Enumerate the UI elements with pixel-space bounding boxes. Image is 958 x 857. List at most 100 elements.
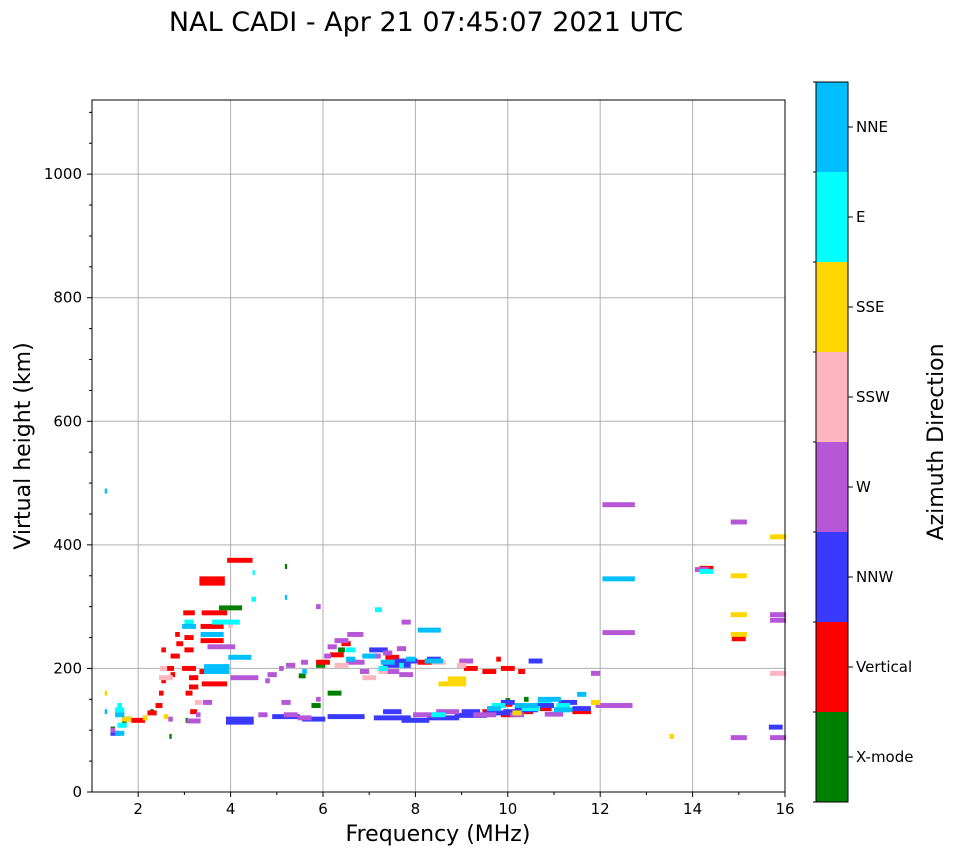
echo-point [297, 715, 312, 721]
echo-point [283, 712, 298, 718]
echo-point [258, 712, 268, 718]
echo-point [189, 675, 199, 681]
echo-point [184, 635, 194, 641]
echo-point [182, 665, 196, 671]
x-tick-label: 16 [775, 800, 794, 818]
colorbar-frame [815, 81, 849, 803]
x-axis-label: Frequency (MHz) [346, 822, 531, 847]
series-vertical [122, 557, 746, 723]
echo-point [230, 675, 259, 681]
echo-point [514, 703, 538, 708]
echo-point [195, 712, 201, 718]
echo-point [115, 707, 125, 713]
echo-point [155, 703, 163, 708]
echo-point [500, 699, 515, 705]
echo-point [417, 659, 432, 665]
echo-point [447, 676, 467, 682]
echo-point [369, 647, 388, 653]
echo-point [182, 623, 196, 629]
echo-point [334, 662, 349, 668]
echo-point [556, 703, 571, 708]
colorbar-segment [816, 172, 848, 262]
echo-point [169, 733, 172, 739]
echo-point [769, 534, 787, 540]
echo-point [190, 709, 198, 715]
echo-point [168, 716, 173, 722]
colorbar-tick-label: X-mode [856, 748, 913, 766]
echo-point [252, 570, 255, 576]
echo-point [383, 662, 411, 668]
echo-point [115, 712, 125, 718]
colorbar-segment [816, 352, 848, 442]
echo-point [163, 714, 169, 720]
echo-point [730, 631, 747, 637]
echo-point [286, 662, 296, 668]
echo-point [528, 658, 543, 664]
echo-point [301, 659, 308, 665]
y-tick-label: 200 [53, 659, 82, 677]
echo-point [199, 580, 225, 586]
echo-point [142, 715, 148, 721]
echo-point [225, 716, 254, 722]
echo-point [311, 703, 321, 708]
echo-point [436, 709, 460, 715]
echo-point [454, 712, 488, 718]
echo-point [535, 703, 554, 708]
echo-point [521, 706, 541, 712]
colorbar-segment [816, 82, 848, 172]
echo-point [183, 610, 195, 616]
x-tick-label: 4 [226, 800, 236, 818]
echo-point [184, 647, 194, 653]
echo-point [401, 717, 430, 723]
echo-point [378, 665, 388, 671]
echo-point [496, 656, 501, 662]
echo-point [558, 699, 578, 705]
colorbar-tick-label: SSW [856, 388, 890, 406]
data-points [104, 488, 787, 741]
series-e [115, 568, 714, 728]
echo-point [373, 715, 411, 721]
echo-point [284, 594, 288, 600]
echo-point [602, 576, 635, 582]
colorbar-segment [816, 532, 848, 622]
echo-point [302, 669, 307, 674]
colorbar-tick-label: SSE [856, 298, 885, 316]
echo-point [359, 669, 370, 674]
echo-point [199, 576, 225, 582]
colorbar-tick-label: Vertical [856, 658, 912, 676]
echo-point [362, 675, 377, 681]
echo-point [346, 647, 356, 653]
echo-point [544, 711, 564, 717]
echo-point [413, 712, 446, 718]
colorbar-label: Azimuth Direction [924, 343, 949, 540]
echo-point [341, 641, 351, 647]
echo-point [204, 669, 230, 674]
echo-point [176, 641, 184, 647]
echo-point [185, 690, 193, 696]
echo-point [456, 662, 467, 668]
echo-point [327, 644, 337, 650]
chart-title: NAL CADI - Apr 21 07:45:07 2021 UTC [169, 7, 683, 38]
echo-point [500, 665, 515, 671]
colorbar: X-mode Vertical NNW W SSW SSE E NNE [813, 81, 913, 803]
echo-point [207, 644, 236, 650]
grid-layer [92, 100, 786, 793]
echo-point [104, 488, 108, 494]
series-nne [104, 488, 635, 736]
colorbar-tick-label: W [856, 478, 871, 496]
echo-point [346, 656, 356, 662]
colorbar-segment [816, 712, 848, 802]
echo-point [194, 699, 202, 705]
echo-point [329, 652, 344, 658]
echo-point [699, 568, 714, 574]
echo-point [200, 638, 224, 644]
echo-point [267, 672, 277, 678]
echo-point [482, 669, 497, 674]
echo-point [426, 715, 460, 721]
echo-point [484, 710, 513, 716]
echo-point [158, 690, 164, 696]
y-tick-label: 800 [53, 289, 82, 307]
y-tick-label: 0 [72, 783, 82, 801]
echo-point [769, 735, 787, 741]
echo-point [228, 654, 252, 660]
